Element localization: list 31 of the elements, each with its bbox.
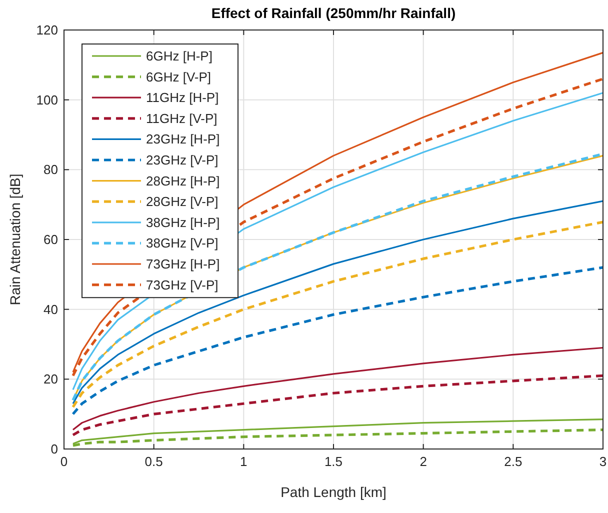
y-tick-label: 0 — [50, 442, 58, 456]
legend-label: 23GHz [V-P] — [146, 152, 218, 168]
x-tick-label: 2.5 — [504, 454, 522, 469]
legend-label: 38GHz [V-P] — [146, 236, 218, 251]
y-tick-label: 20 — [44, 372, 58, 387]
x-tick-label: 3 — [599, 454, 607, 469]
y-tick-label: 60 — [44, 232, 58, 247]
legend-label: 28GHz [V-P] — [146, 194, 218, 210]
x-tick-label: 1 — [240, 454, 248, 469]
y-tick-label: 120 — [36, 22, 58, 38]
legend-label: 28GHz [H-P] — [146, 173, 220, 188]
legend-label: 11GHz [V-P] — [146, 110, 218, 126]
legend-label: 6GHz [V-P] — [146, 69, 212, 84]
legend-label: 6GHz [H-P] — [146, 48, 212, 64]
legend-label: 11GHz [H-P] — [146, 90, 219, 106]
x-tick-label: 0 — [60, 454, 68, 469]
y-tick-label: 100 — [36, 92, 58, 108]
y-tick-label: 80 — [44, 162, 58, 178]
x-tick-label: 1.5 — [324, 454, 343, 469]
x-tick-label: 2 — [420, 454, 427, 469]
legend-label: 23GHz [H-P] — [146, 132, 220, 147]
legend-label: 38GHz [H-P] — [146, 214, 220, 230]
line-series — [72, 346, 604, 431]
legend-label: 73GHz [H-P] — [146, 256, 220, 272]
chart-title: Effect of Rainfall (250mm/hr Rainfall) — [211, 5, 456, 21]
y-axis-title: Rain Attenuation [dB] — [7, 174, 23, 306]
line-series — [72, 374, 604, 436]
x-tick-label: 0.5 — [144, 454, 163, 469]
legend-label: 73GHz [V-P] — [146, 277, 218, 292]
y-tick-label: 40 — [44, 302, 58, 317]
x-axis-title: Path Length [km] — [280, 484, 386, 500]
